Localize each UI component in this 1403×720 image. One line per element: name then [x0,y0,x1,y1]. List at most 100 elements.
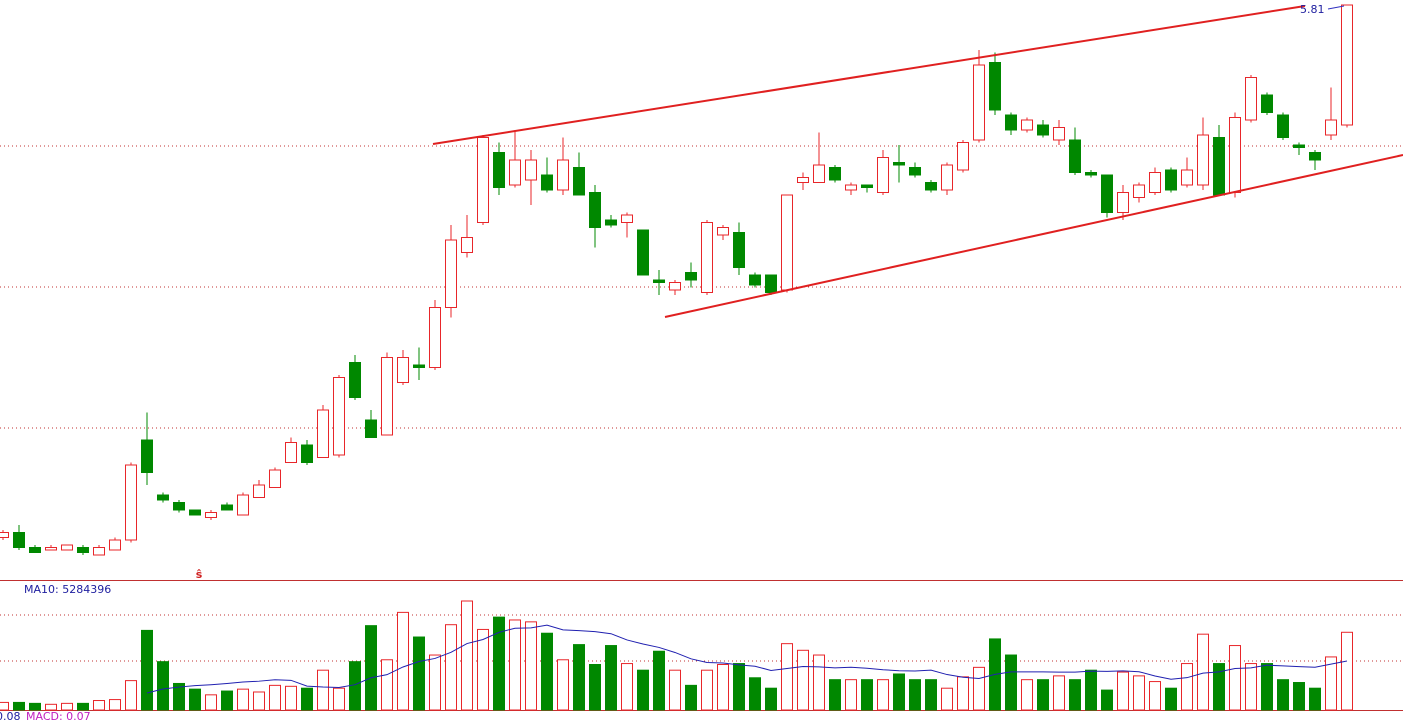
volume-bar [509,619,521,711]
volume-bar [1309,687,1321,711]
candle-body [141,439,153,473]
candle-body [893,162,905,166]
volume-bar [1053,675,1065,711]
volume-bar [205,694,217,711]
volume-bar [621,663,633,711]
candle-body [205,512,217,518]
candle-body [717,227,729,236]
volume-bar [669,669,681,711]
volume-bar [461,600,473,711]
volume-bar [429,654,441,711]
candle-body [1181,169,1193,186]
volume-bar [109,699,121,711]
volume-bar [1181,663,1193,711]
volume-bar [1197,633,1209,711]
volume-bar [909,679,921,711]
volume-bar [445,624,457,711]
candle-body [189,509,201,516]
volume-bar [493,616,505,711]
volume-bar [1005,654,1017,711]
candle-body [989,62,1001,111]
volume-bar [221,690,233,711]
volume-bar [701,669,713,711]
candle-body [365,419,377,438]
candle-body [253,484,265,498]
volume-bar [829,679,841,711]
volume-bar [269,684,281,711]
volume-bar [237,688,249,711]
volume-bar [957,676,969,711]
volume-bar [1341,631,1353,711]
candle-body [221,504,233,511]
candle-body [1085,172,1097,176]
signal-marker: ŝ [196,568,203,581]
volume-bar [285,685,297,711]
candle-body [93,547,105,556]
volume-bar [365,625,377,711]
candle-body [173,502,185,511]
candle-body [1293,144,1305,148]
volume-bar [653,650,665,711]
candle-body [781,194,793,291]
candle-body [381,357,393,436]
candle-body [125,464,137,541]
candle-body [1053,127,1065,141]
volume-bar [1069,679,1081,711]
volume-bar [141,629,153,711]
volume-bar [1325,656,1337,711]
volume-bar [1165,687,1177,711]
candle-body [1101,174,1113,213]
volume-bar [1149,681,1161,711]
volume-bar [1021,679,1033,711]
candle-body [941,164,953,191]
volume-bar [685,684,697,711]
volume-bar [45,703,57,711]
candle-body [877,157,889,193]
candle-body [765,274,777,293]
candle-body [429,307,441,368]
candle-body [1325,119,1337,136]
volume-bar [301,687,313,711]
candle-body [1165,169,1177,191]
candle-body [1117,192,1129,213]
candle-body [477,137,489,223]
candle-body [1021,119,1033,131]
candle-body [845,184,857,191]
candle-body [797,177,809,183]
candle-body [1309,152,1321,161]
candle-body [733,232,745,268]
volume-bar [157,661,169,711]
volume-bar [1293,682,1305,711]
volume-bar [877,679,889,711]
candle-body [61,544,73,551]
candle-body [269,469,281,488]
candle-body [653,279,665,283]
candle-body [1197,134,1209,186]
candle-body [13,532,25,548]
volume-bar [605,645,617,711]
candle-body [1133,184,1145,198]
candle-body [749,274,761,286]
candle-body [925,182,937,191]
candle-body [445,239,457,308]
volume-bar [1245,663,1257,711]
candle-body [1229,117,1241,193]
volume-bar [1085,669,1097,711]
volume-bar [29,702,41,711]
marks [0,4,1353,711]
candle-body [237,494,249,516]
candle-body [541,174,553,191]
volume-bar [797,649,809,711]
volume-bar [589,664,601,711]
candle-body [493,152,505,188]
volume-bar [813,654,825,711]
candle-body [317,409,329,458]
candle-body [557,159,569,191]
volume-bar [973,666,985,711]
candle-body [301,444,313,463]
volume-bar [1117,671,1129,711]
volume-bar [525,621,537,711]
ma10-line [146,624,1348,694]
candle-body [285,442,297,463]
